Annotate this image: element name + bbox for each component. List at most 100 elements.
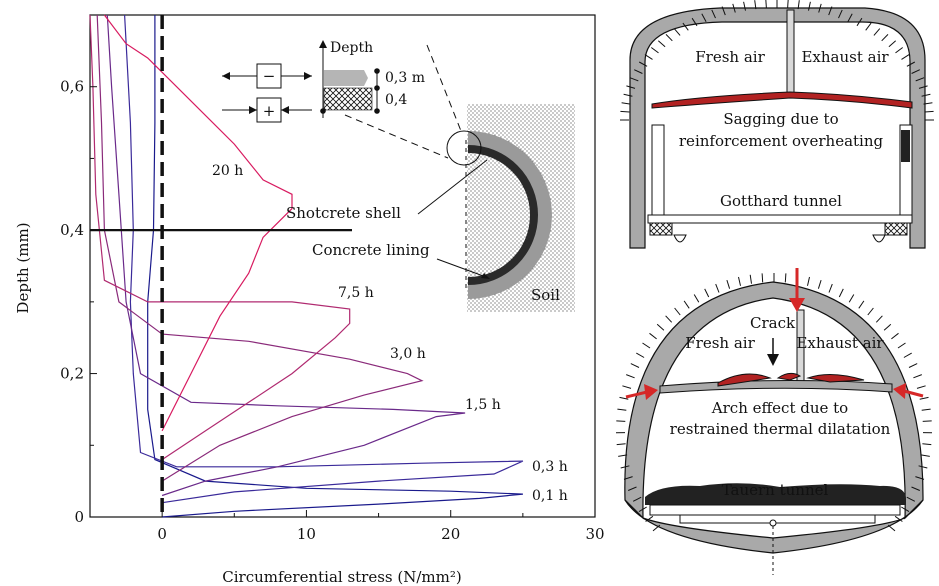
tauern-debris [645, 483, 906, 505]
rock-bolt [906, 496, 916, 502]
rock-bolt [897, 342, 906, 349]
rock-bolt [887, 524, 896, 532]
series-line-2 [106, 14, 466, 497]
rock-bolt [693, 294, 700, 303]
rock-bolt [629, 77, 639, 82]
rock-bolt [616, 443, 626, 446]
x-tick-label: 0 [157, 525, 167, 543]
rock-bolt [888, 40, 897, 48]
rock-bolt [665, 34, 673, 42]
tauern-tunnel-diagram: Fresh air Crack Exhaust air Arch effect … [615, 268, 933, 575]
rock-bolt [726, 279, 731, 289]
concrete-lining-label: Concrete lining [312, 241, 430, 259]
rock-bolt [838, 288, 844, 298]
gotthard-rock-bolts [620, 0, 934, 121]
rock-bolt [682, 22, 689, 31]
rock-bolt [881, 34, 889, 42]
rock-bolt [784, 273, 787, 283]
rock-bolt [636, 352, 645, 358]
rock-bolt [906, 61, 916, 67]
concrete-lining [467, 145, 538, 285]
rock-bolt [921, 408, 931, 411]
rock-bolt [645, 515, 654, 522]
rock-bolt [619, 396, 629, 400]
rock-bolt [701, 13, 707, 22]
rock-bolt [673, 28, 681, 36]
tauern-rock-bolts [615, 273, 933, 532]
gotthard-exhaust-air-1: Exhaust air [801, 48, 889, 66]
tunnel-section-inset: − + Depth 0,3 m 0,4 [222, 40, 575, 312]
rock-bolt [915, 476, 925, 480]
rock-bolt [875, 315, 883, 323]
gotthard-tunnel-diagram: Fresh air Exhaust air Sagging due to rei… [620, 0, 934, 249]
rock-bolt [738, 276, 741, 286]
rock-bolt [622, 385, 632, 389]
y-tick-label: 0,2 [60, 365, 84, 383]
rock-bolt [808, 1, 811, 11]
rock-bolt [922, 420, 932, 422]
tauern-exhaust-air-1: Exhaust air [796, 334, 884, 352]
rock-bolt [633, 69, 643, 74]
rock-bolt [916, 385, 926, 389]
tauern-caption-2: restrained thermal dilatation [670, 420, 891, 438]
y-axis-label: Depth (mm) [14, 222, 32, 313]
rock-bolt [915, 77, 925, 82]
rock-bolt [913, 374, 922, 379]
rock-bolt [903, 352, 912, 358]
rock-bolt [754, 0, 757, 10]
rock-bolt [626, 374, 635, 379]
y-tick-label: 0 [74, 508, 84, 526]
rock-bolt [749, 274, 752, 284]
rock-bolt [797, 0, 800, 10]
x-tick-label: 30 [585, 525, 604, 543]
series-label-0-1h: 0,1 h [532, 488, 568, 504]
rock-bolt [623, 476, 633, 480]
layer-top-label: 0,3 m [385, 70, 425, 86]
rock-bolt [873, 28, 881, 36]
gotthard-caption-1: Sagging due to [723, 110, 838, 128]
rock-bolt [644, 54, 653, 60]
rock-bolt [828, 6, 833, 16]
rock-bolt [618, 454, 628, 457]
rock-bolt [828, 283, 833, 293]
series-layer [89, 14, 524, 518]
rock-bolt [921, 93, 931, 97]
rock-bolt [617, 408, 627, 411]
rock-bolt [901, 54, 910, 60]
series-label-1-5h: 1,5 h [465, 397, 501, 413]
rock-bolt [923, 102, 933, 105]
rock-bolt [628, 486, 637, 491]
plus-box [256, 97, 282, 123]
rock-bolt [891, 332, 899, 340]
rock-bolt [858, 300, 865, 309]
rock-bolt [711, 9, 716, 19]
tauern-arched-slab [659, 379, 893, 394]
y-tick-label: 0,4 [60, 221, 84, 239]
rock-bolt [732, 3, 736, 13]
rock-bolt [918, 465, 928, 469]
rock-bolt [867, 307, 874, 316]
rock-bolt [920, 454, 930, 457]
rock-bolt [865, 22, 872, 31]
series-label-20h: 20 h [212, 163, 243, 179]
gotthard-deck [647, 214, 913, 224]
rock-bolt [621, 102, 631, 105]
rock-bolt [856, 17, 863, 27]
series-label-7-5h: 7,5 h [338, 285, 374, 301]
rock-bolt [883, 323, 892, 331]
reference-lines [90, 15, 352, 517]
stress-depth-chart: 0 10 20 30 0 0,2 0,4 0,6 Circumferential stress… [14, 14, 605, 586]
layer-bottom-label: 0,4 [385, 92, 407, 108]
rock-bolt [691, 17, 698, 27]
rock-bolt [818, 3, 822, 13]
rock-bolt [665, 315, 673, 323]
plot-frame [89, 14, 596, 518]
rock-bolt [704, 288, 710, 298]
tauern-fresh-air-1: Fresh air [685, 334, 755, 352]
rock-bolt [649, 332, 657, 340]
rock-bolt [616, 420, 626, 422]
rock-bolt [657, 40, 666, 48]
rock-bolt [787, 0, 789, 9]
rock-bolt [656, 323, 665, 331]
depth-label: Depth [330, 40, 373, 56]
